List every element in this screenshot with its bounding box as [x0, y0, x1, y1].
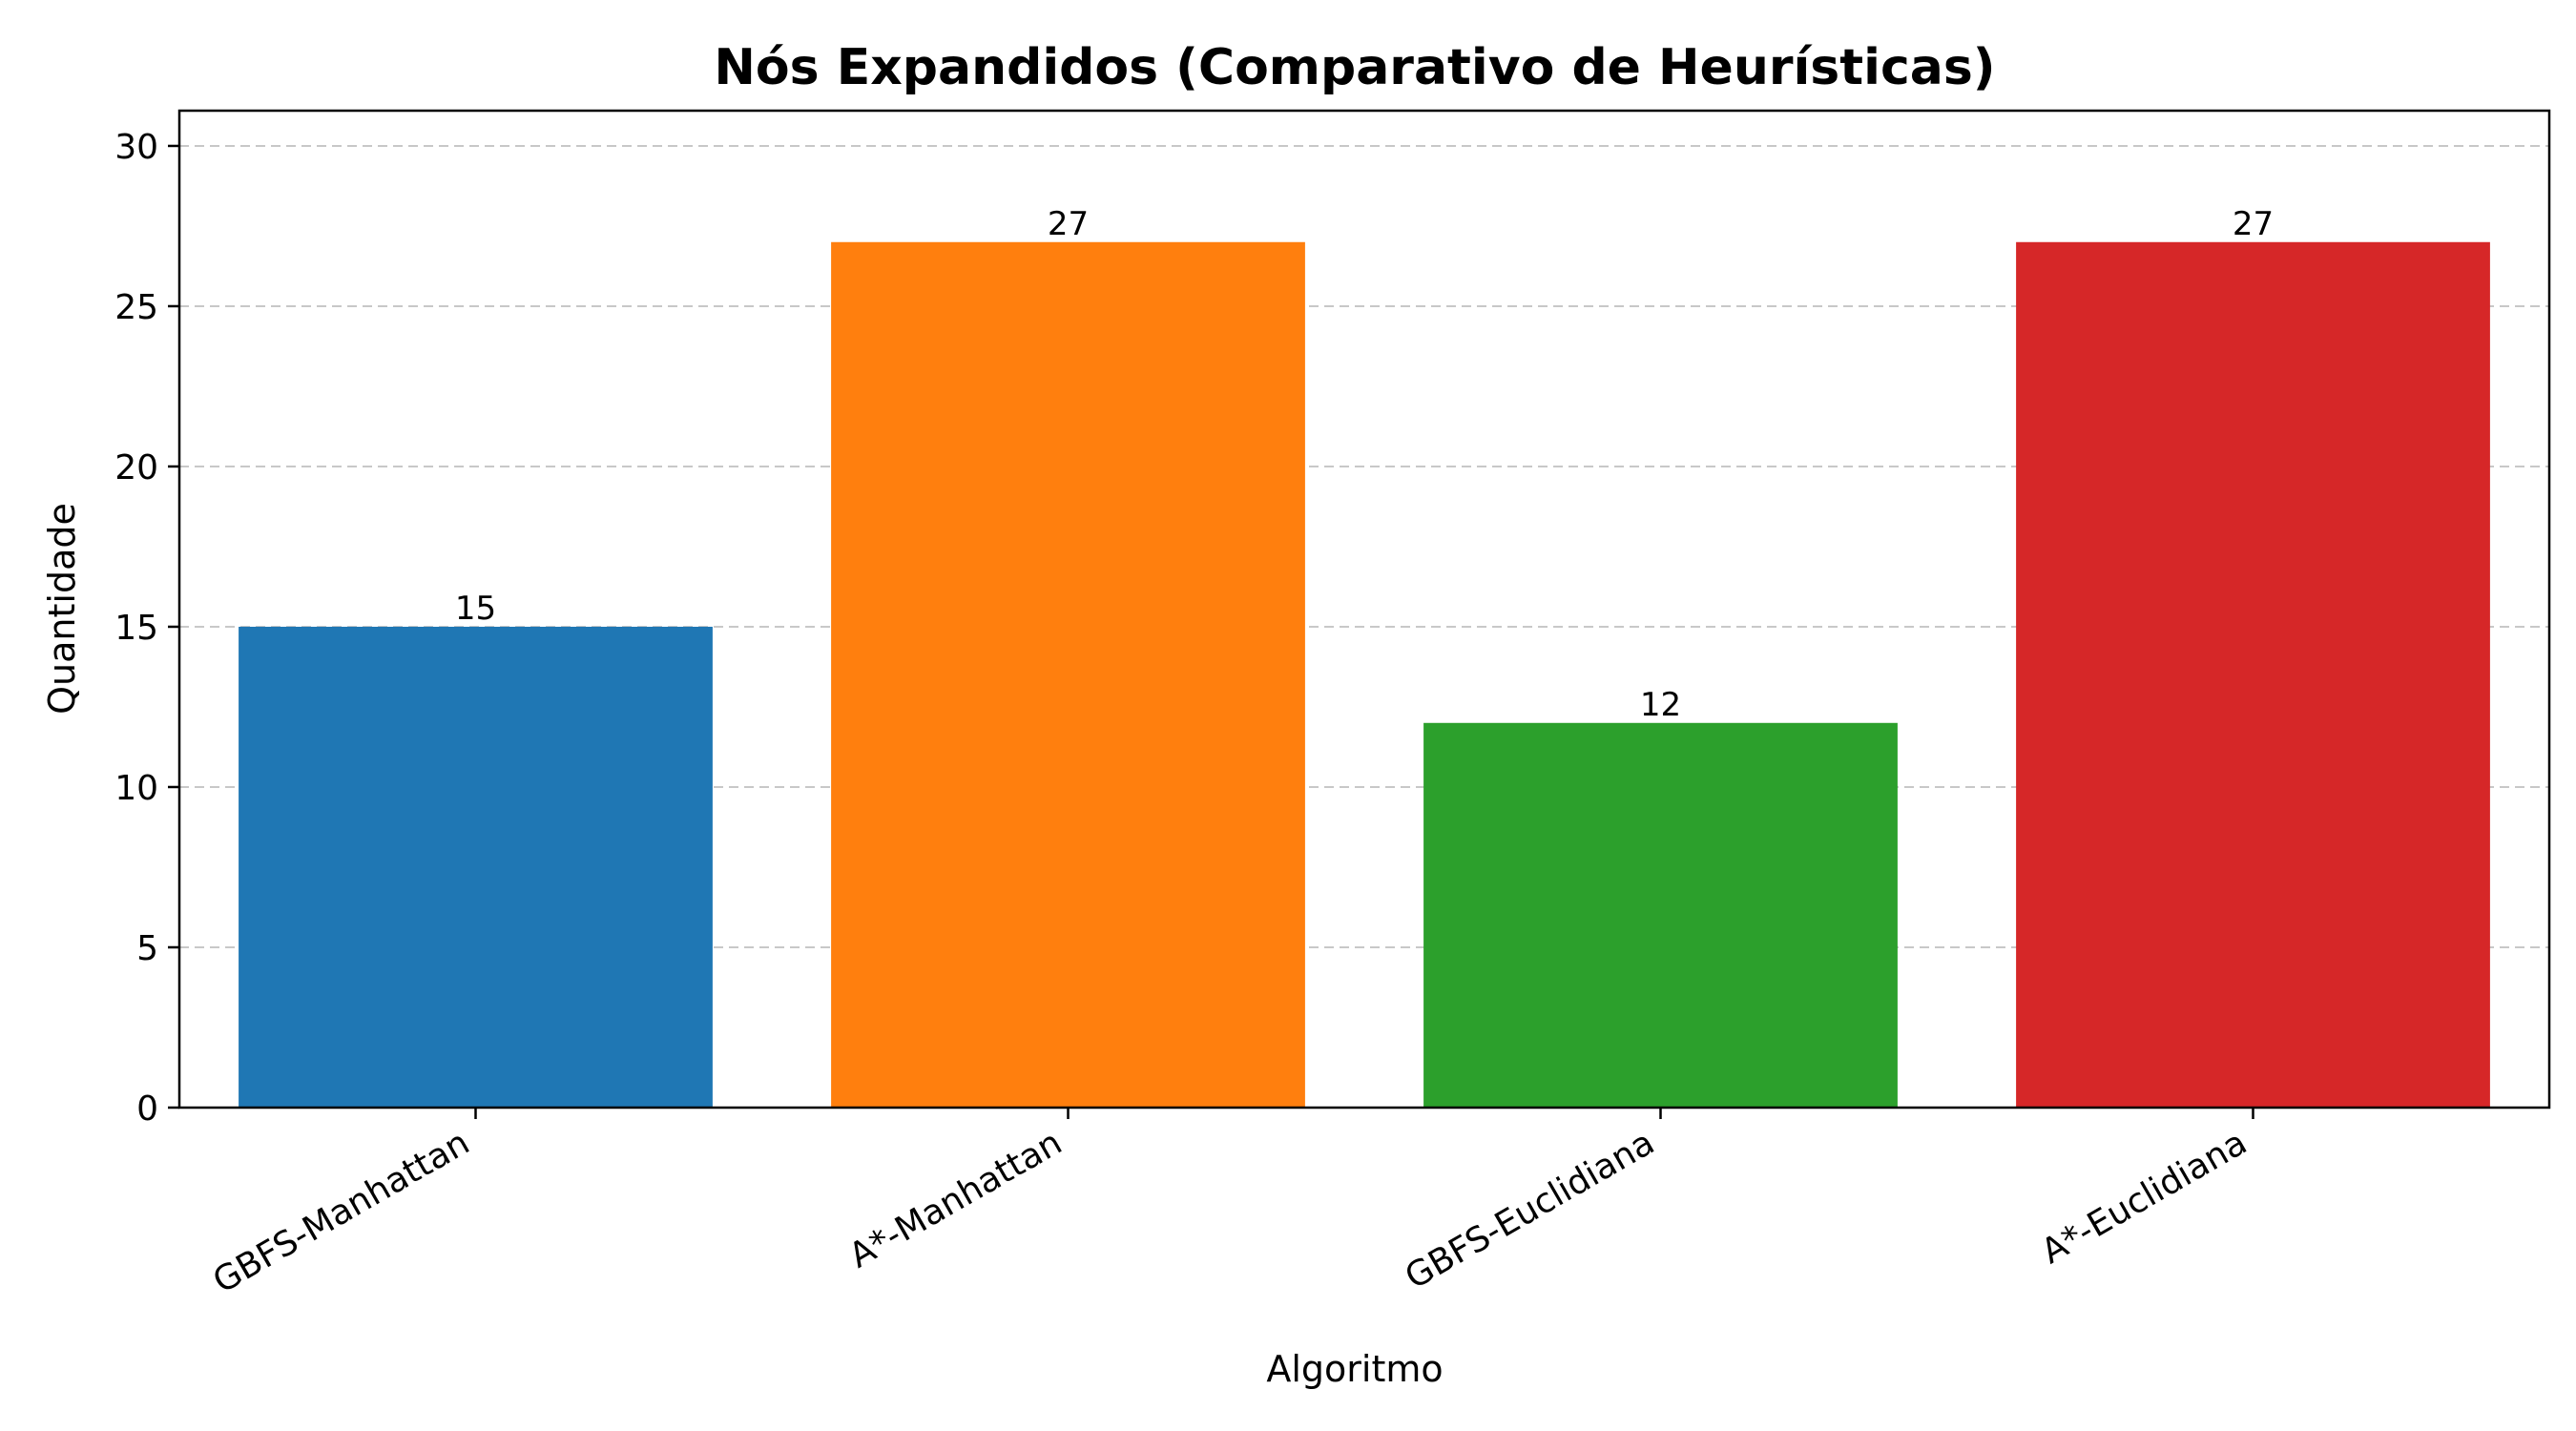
bar-value-label: 12: [1640, 686, 1681, 724]
bar-value-label: 15: [455, 590, 496, 628]
bar-value-label: 27: [1048, 205, 1089, 243]
y-axis-label: Quantidade: [41, 503, 83, 715]
y-tick-label: 15: [114, 609, 158, 648]
y-tick-label: 30: [114, 128, 158, 167]
y-axis: 0 5 10 15 20 25 30: [114, 128, 179, 1129]
bar-value-label: 27: [2233, 205, 2274, 243]
y-tick-label: 25: [114, 288, 158, 327]
bars: [239, 241, 2490, 1109]
x-axis-label: Algoritmo: [1266, 1348, 1443, 1390]
bar: [239, 626, 713, 1108]
y-tick-label: 10: [114, 769, 158, 808]
bar: [1423, 722, 1898, 1108]
data-labels: 15 27 12 27: [455, 205, 2274, 724]
bar: [2016, 241, 2490, 1109]
bar: [831, 241, 1305, 1109]
y-tick-label: 20: [114, 448, 158, 487]
plot-frame: [177, 109, 2551, 1110]
chart-title: Nós Expandidos (Comparativo de Heurístic…: [714, 39, 1995, 96]
y-tick-label: 0: [136, 1089, 158, 1129]
y-tick-label: 5: [136, 929, 158, 968]
